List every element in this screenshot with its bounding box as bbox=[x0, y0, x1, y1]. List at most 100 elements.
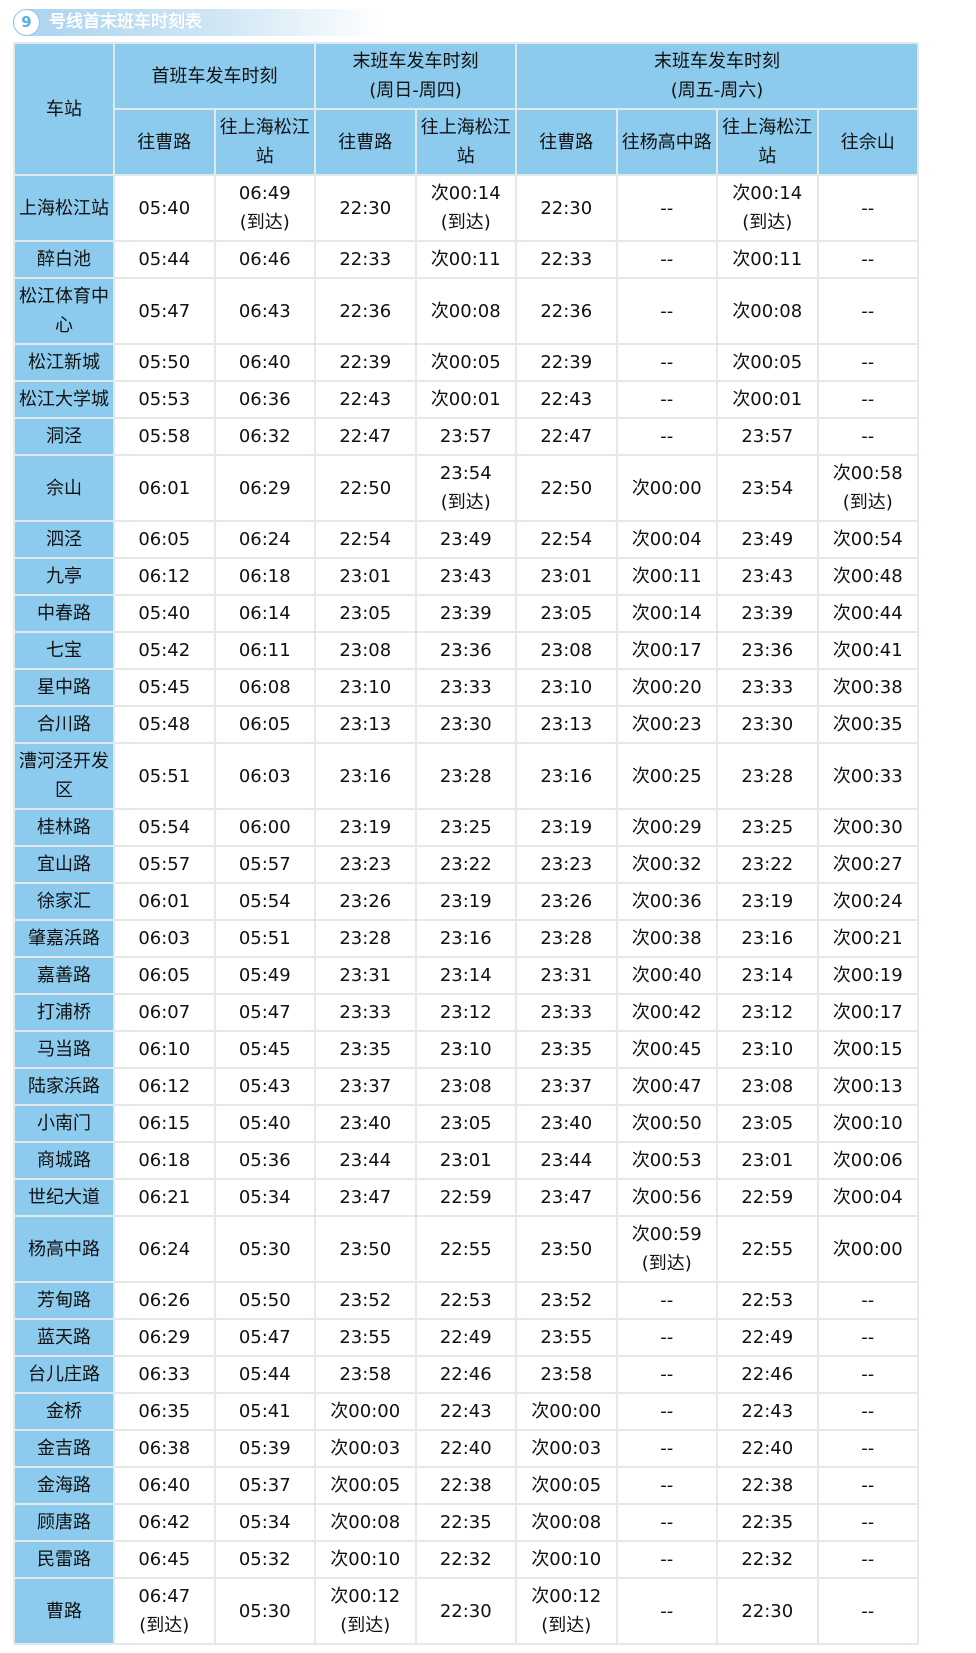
time-cell: 次00:00 bbox=[314, 1392, 417, 1431]
station-name: 徐家汇 bbox=[13, 882, 115, 921]
time-cell: 06:45 bbox=[113, 1540, 216, 1579]
table-row: 小南门 06:15 05:40 23:40 23:05 23:40 次00:50 23:05 次… bbox=[13, 1104, 919, 1143]
time-cell: 06:07 bbox=[113, 993, 216, 1032]
time-cell: 23:19 bbox=[716, 882, 819, 921]
time-cell: 06:03 bbox=[213, 742, 316, 810]
table-row: 漕河泾开发区 05:51 06:03 23:16 23:28 23:16 次00:25 23:… bbox=[13, 742, 919, 810]
time-cell: 次00:42 bbox=[615, 993, 718, 1032]
header-direction: 往上海松江站 bbox=[414, 108, 517, 176]
time-cell: 23:28 bbox=[716, 742, 819, 810]
header-station: 车站 bbox=[13, 42, 115, 176]
time-cell: 22:33 bbox=[515, 240, 618, 279]
time-cell: 23:26 bbox=[515, 882, 618, 921]
time-cell: 06:38 bbox=[113, 1429, 216, 1468]
header-direction: 往曹路 bbox=[113, 108, 216, 176]
time-cell: -- bbox=[615, 1466, 718, 1505]
station-name: 芳甸路 bbox=[13, 1281, 115, 1320]
time-cell: 23:33 bbox=[414, 668, 517, 707]
time-cell: 23:16 bbox=[414, 919, 517, 958]
time-cell: 05:40 bbox=[213, 1104, 316, 1143]
time-cell: 06:43 bbox=[213, 277, 316, 345]
time-cell: 22:38 bbox=[716, 1466, 819, 1505]
time-cell: 23:30 bbox=[716, 705, 819, 744]
time-cell: 次00:00 bbox=[816, 1215, 919, 1283]
time-cell: 06:33 bbox=[113, 1355, 216, 1394]
time-cell: 22:30 bbox=[414, 1577, 517, 1645]
time-cell: 05:51 bbox=[213, 919, 316, 958]
time-cell: 23:23 bbox=[515, 845, 618, 884]
time-cell: 次00:54 bbox=[816, 520, 919, 559]
time-cell: 05:34 bbox=[213, 1178, 316, 1217]
time-cell: 23:44 bbox=[314, 1141, 417, 1180]
time-cell: 22:38 bbox=[414, 1466, 517, 1505]
station-name: 松江大学城 bbox=[13, 380, 115, 419]
time-cell: 06:40 bbox=[113, 1466, 216, 1505]
timetable: 车站 首班车发车时刻 末班车发车时刻 (周日-周四) 末班车发车时刻 (周五-周… bbox=[13, 42, 919, 1645]
time-cell: 23:08 bbox=[515, 631, 618, 670]
header-last-train-sun-thu: 末班车发车时刻 (周日-周四) bbox=[314, 42, 517, 110]
time-cell: -- bbox=[816, 240, 919, 279]
time-cell: 05:43 bbox=[213, 1067, 316, 1106]
time-cell: -- bbox=[816, 1503, 919, 1542]
time-cell: 23:22 bbox=[414, 845, 517, 884]
table-row: 金桥 06:35 05:41 次00:00 22:43 次00:00 -- 22:43 -- bbox=[13, 1392, 919, 1431]
time-cell: 次00:11 bbox=[716, 240, 819, 279]
time-cell: 次00:14 (到达) bbox=[716, 174, 819, 242]
time-cell: 次00:47 bbox=[615, 1067, 718, 1106]
time-cell: -- bbox=[615, 277, 718, 345]
time-cell: 05:50 bbox=[113, 343, 216, 382]
time-cell: 次00:41 bbox=[816, 631, 919, 670]
time-cell: 06:18 bbox=[113, 1141, 216, 1180]
time-cell: 次00:24 bbox=[816, 882, 919, 921]
time-cell: 05:49 bbox=[213, 956, 316, 995]
time-cell: 22:55 bbox=[414, 1215, 517, 1283]
time-cell: 次00:21 bbox=[816, 919, 919, 958]
time-cell: 06:03 bbox=[113, 919, 216, 958]
time-cell: 次00:01 bbox=[716, 380, 819, 419]
time-cell: 22:46 bbox=[414, 1355, 517, 1394]
table-row: 星中路 05:45 06:08 23:10 23:33 23:10 次00:20 23:33 次… bbox=[13, 668, 919, 707]
time-cell: 05:58 bbox=[113, 417, 216, 456]
time-cell: 06:05 bbox=[113, 520, 216, 559]
time-cell: 23:43 bbox=[414, 557, 517, 596]
station-name: 曹路 bbox=[13, 1577, 115, 1645]
station-name: 台儿庄路 bbox=[13, 1355, 115, 1394]
time-cell: 05:40 bbox=[113, 174, 216, 242]
station-name: 泗泾 bbox=[13, 520, 115, 559]
time-cell: 23:10 bbox=[515, 668, 618, 707]
table-row: 马当路 06:10 05:45 23:35 23:10 23:35 次00:45 23:10 次… bbox=[13, 1030, 919, 1069]
time-cell: 23:05 bbox=[314, 594, 417, 633]
time-cell: 22:36 bbox=[314, 277, 417, 345]
time-cell: 23:13 bbox=[314, 705, 417, 744]
table-row: 桂林路 05:54 06:00 23:19 23:25 23:19 次00:29 23:25 次… bbox=[13, 808, 919, 847]
time-cell: 22:30 bbox=[314, 174, 417, 242]
table-row: 醉白池 05:44 06:46 22:33 次00:11 22:33 -- 次00:11 -- bbox=[13, 240, 919, 279]
time-cell: 05:44 bbox=[113, 240, 216, 279]
time-cell: 22:30 bbox=[716, 1577, 819, 1645]
time-cell: 23:39 bbox=[414, 594, 517, 633]
station-name: 世纪大道 bbox=[13, 1178, 115, 1217]
time-cell: 23:25 bbox=[414, 808, 517, 847]
time-cell: 23:01 bbox=[414, 1141, 517, 1180]
time-cell: 23:52 bbox=[515, 1281, 618, 1320]
time-cell: -- bbox=[816, 174, 919, 242]
station-name: 星中路 bbox=[13, 668, 115, 707]
time-cell: -- bbox=[816, 1540, 919, 1579]
time-cell: 22:59 bbox=[716, 1178, 819, 1217]
time-cell: -- bbox=[816, 343, 919, 382]
table-row: 松江体育中心 05:47 06:43 22:36 次00:08 22:36 -- 次00:08… bbox=[13, 277, 919, 345]
time-cell: 22:35 bbox=[414, 1503, 517, 1542]
time-cell: 22:43 bbox=[414, 1392, 517, 1431]
time-cell: 23:01 bbox=[314, 557, 417, 596]
time-cell: 23:16 bbox=[515, 742, 618, 810]
time-cell: 23:58 bbox=[314, 1355, 417, 1394]
time-cell: 05:45 bbox=[213, 1030, 316, 1069]
time-cell: 06:40 bbox=[213, 343, 316, 382]
time-cell: 次00:13 bbox=[816, 1067, 919, 1106]
header-last-train-fri-sat: 末班车发车时刻 (周五-周六) bbox=[515, 42, 919, 110]
time-cell: 次00:08 bbox=[314, 1503, 417, 1542]
time-cell: 23:54 bbox=[716, 454, 819, 522]
time-cell: 22:46 bbox=[716, 1355, 819, 1394]
table-row: 杨高中路 06:24 05:30 23:50 22:55 23:50 次00:59 (到达)… bbox=[13, 1215, 919, 1283]
station-name: 小南门 bbox=[13, 1104, 115, 1143]
